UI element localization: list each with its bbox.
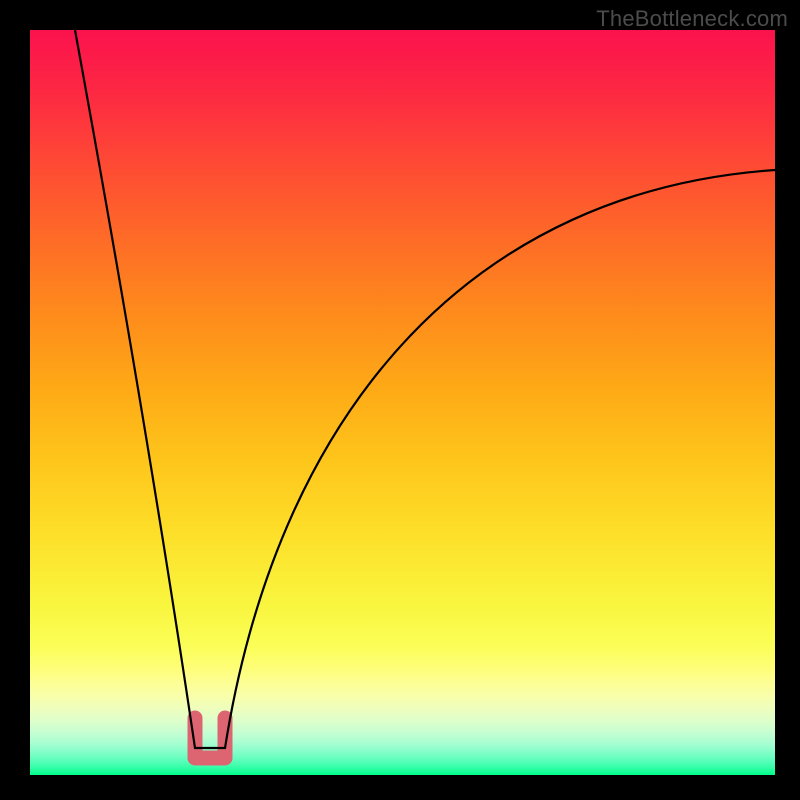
watermark-text: TheBottleneck.com: [596, 6, 788, 32]
chart-container: TheBottleneck.com: [0, 0, 800, 800]
plot-svg: [0, 0, 800, 800]
plot-background: [30, 30, 775, 775]
